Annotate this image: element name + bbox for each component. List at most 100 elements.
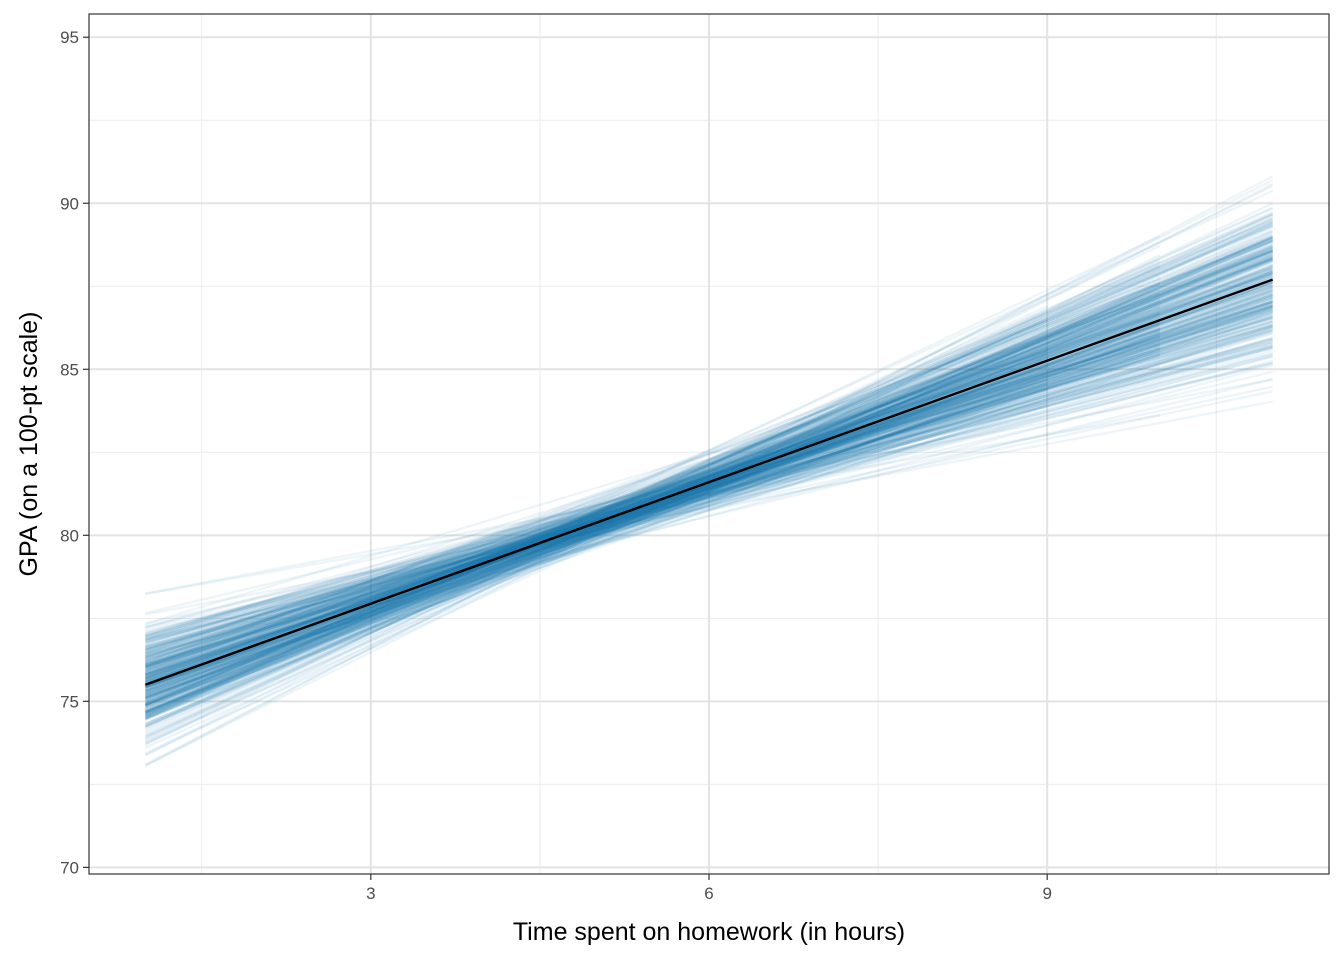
posterior-draw-line xyxy=(144,182,1274,766)
posterior-draw-line xyxy=(145,320,1273,654)
mean-fit-line xyxy=(144,278,1274,686)
x-tick-label: 9 xyxy=(1042,884,1051,903)
posterior-draw-line xyxy=(144,255,1274,719)
posterior-draw-line xyxy=(144,219,1274,686)
posterior-draw-line xyxy=(144,300,1274,669)
posterior-draw-line xyxy=(145,316,1273,658)
posterior-draw-line xyxy=(144,189,1274,711)
posterior-draw-line xyxy=(144,184,1274,746)
posterior-draw-line xyxy=(144,222,1274,707)
posterior-draw-line xyxy=(144,245,1274,726)
posterior-draw-line xyxy=(145,330,1273,657)
posterior-draw-line xyxy=(144,273,1274,655)
posterior-draw-line xyxy=(144,238,1274,715)
posterior-draw-line xyxy=(145,317,1273,651)
posterior-draw-line xyxy=(144,272,1274,669)
x-tick-label: 6 xyxy=(704,884,713,903)
posterior-draw-line xyxy=(145,325,1273,666)
posterior-draw-line xyxy=(144,225,1274,714)
posterior-draw-line xyxy=(145,306,1273,655)
posterior-draw-line xyxy=(145,300,1273,659)
x-axis: 3 6 9 xyxy=(366,874,1052,903)
posterior-draw-line xyxy=(144,236,1274,706)
posterior-draw-line xyxy=(144,372,1048,687)
posterior-draw-line xyxy=(145,326,1273,667)
posterior-draw-line xyxy=(144,304,1274,668)
posterior-draw-line xyxy=(144,248,1274,704)
posterior-draw-line xyxy=(145,322,1273,666)
posterior-draw-line xyxy=(145,315,1273,657)
posterior-draw-line xyxy=(144,293,1274,687)
posterior-draw-line xyxy=(144,266,1161,715)
posterior-draw-line xyxy=(144,318,1048,703)
posterior-draw-line xyxy=(145,345,1161,653)
posterior-draw-line xyxy=(144,270,1274,710)
x-tick-label: 3 xyxy=(366,884,375,903)
posterior-draw-line xyxy=(144,252,1274,715)
posterior-draw-line xyxy=(144,230,1274,755)
posterior-draw-line xyxy=(144,296,1274,680)
posterior-draw-line xyxy=(145,382,1048,636)
posterior-draw-line xyxy=(144,306,1274,687)
posterior-draw-line xyxy=(144,260,1161,714)
posterior-draw-line xyxy=(144,257,1274,684)
posterior-draw-line xyxy=(145,317,1273,668)
posterior-draw-line xyxy=(145,329,1273,665)
posterior-draw-line xyxy=(144,305,1274,688)
posterior-draw-line xyxy=(144,307,1274,688)
posterior-draw-line xyxy=(144,305,1274,689)
posterior-draw-line xyxy=(144,245,1274,705)
posterior-draw-line xyxy=(144,269,1274,691)
posterior-draw-line xyxy=(145,344,1273,648)
posterior-draw-line xyxy=(145,309,1273,636)
posterior-draw-line xyxy=(144,282,1274,699)
posterior-draw-line xyxy=(144,292,1274,676)
posterior-draw-line xyxy=(144,210,1274,720)
posterior-draw-line xyxy=(144,264,1161,719)
posterior-draw-line xyxy=(144,255,1274,689)
posterior-draw-line xyxy=(145,305,1273,645)
posterior-draw-line xyxy=(144,377,1048,707)
posterior-draw-line xyxy=(145,385,1273,629)
posterior-draw-line xyxy=(145,349,1161,666)
posterior-draw-line xyxy=(144,277,1274,679)
posterior-draw-line xyxy=(145,371,1161,643)
posterior-draw-line xyxy=(145,325,1273,673)
posterior-draw-line xyxy=(144,283,1161,703)
posterior-draw-line xyxy=(145,313,1273,646)
posterior-draw-line xyxy=(144,296,1161,686)
posterior-draw-line xyxy=(144,282,1161,746)
posterior-draw-line xyxy=(144,258,1161,757)
posterior-draw-line xyxy=(144,240,1274,731)
posterior-draw-line xyxy=(145,319,1273,655)
posterior-draw-line xyxy=(144,316,1161,674)
posterior-draw-line xyxy=(144,239,1274,667)
posterior-draw-line xyxy=(144,248,1274,700)
posterior-draw-line xyxy=(145,414,1161,596)
posterior-draw-line xyxy=(144,314,1274,705)
posterior-draw-line xyxy=(144,277,1161,698)
y-axis: 70 75 80 85 90 95 xyxy=(60,28,89,877)
posterior-draw-line xyxy=(144,326,1274,688)
posterior-draw-line xyxy=(144,268,1274,708)
posterior-draw-line xyxy=(144,296,1274,673)
posterior-draw-line xyxy=(145,332,1273,637)
posterior-draw-line xyxy=(144,301,1274,669)
posterior-draw-line xyxy=(144,237,1274,702)
posterior-draw-line xyxy=(145,377,1273,655)
posterior-draw-line xyxy=(145,351,1273,651)
posterior-draw-line xyxy=(144,264,1274,719)
posterior-draw-line xyxy=(144,234,1274,676)
posterior-draw-line xyxy=(145,331,1273,689)
posterior-draw-line xyxy=(144,311,1274,677)
posterior-draw-line xyxy=(144,292,1161,706)
posterior-draw-line xyxy=(144,253,1274,664)
posterior-draw-line xyxy=(145,315,1273,675)
posterior-draw-line xyxy=(145,350,1048,626)
posterior-draw-line xyxy=(144,213,1274,733)
posterior-draw-line xyxy=(144,271,1274,659)
posterior-draw-line xyxy=(145,300,1273,660)
posterior-draw-line xyxy=(144,334,1161,676)
posterior-draw-line xyxy=(144,235,1274,743)
